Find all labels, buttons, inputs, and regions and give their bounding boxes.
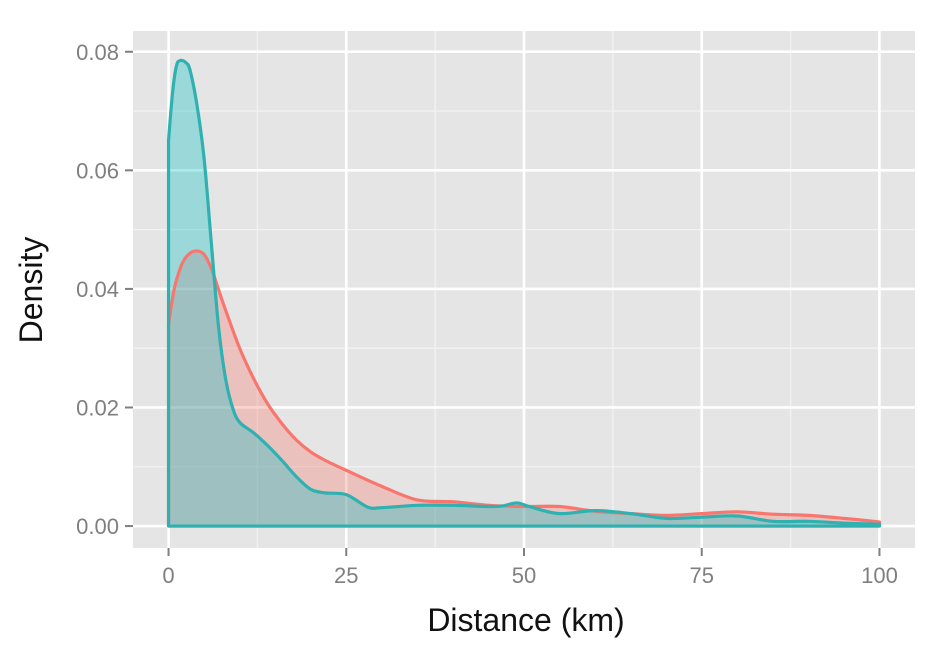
x-tick-label: 0 [162,563,174,588]
density-series-layer [166,58,882,528]
x-tick-label: 50 [512,563,536,588]
density-series-1-line [166,249,882,528]
x-axis-title: Distance (km) [427,602,624,638]
y-axis-title: Density [13,237,49,344]
x-tick-label: 75 [689,563,713,588]
x-tick-label: 25 [334,563,358,588]
x-tick-label: 100 [861,563,898,588]
y-tick-label: 0.00 [76,514,119,539]
axis-tick-labels: 0 25 50 75 100 0.00 0.02 0.04 0.06 0.08 [76,40,898,588]
axis-ticks [125,50,881,556]
y-tick-label: 0.08 [76,40,119,65]
density-series-1-area [168,250,880,527]
density-series-2-line [166,58,882,528]
density-series-2-area [168,60,880,527]
y-tick-label: 0.06 [76,158,119,183]
y-tick-label: 0.04 [76,277,119,302]
y-tick-label: 0.02 [76,395,119,420]
major-gridlines [133,31,915,548]
